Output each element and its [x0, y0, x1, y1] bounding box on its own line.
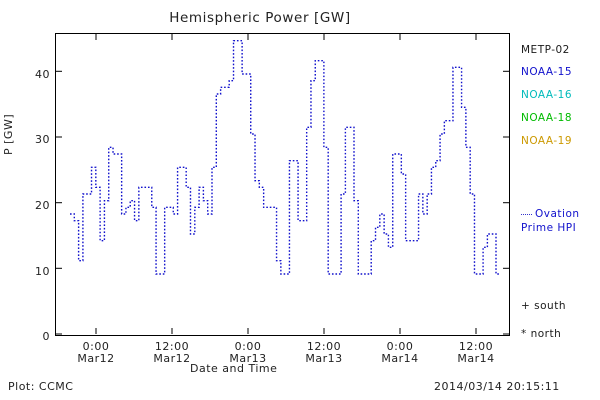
x-tick-2-date: Mar13	[229, 352, 267, 365]
legend-label-noaa19: NOAA-19	[521, 135, 573, 147]
x-tick-3-time: 12:00	[306, 340, 342, 353]
plot-credit: Plot: CCMC	[8, 380, 74, 393]
x-axis-label: Date and Time	[190, 362, 278, 375]
legend-item-ovation[interactable]: Ovation	[521, 208, 580, 220]
y-tick-0: 0	[42, 330, 50, 343]
legend-label-prime-hpi: Prime HPI	[521, 222, 577, 234]
x-tick-0: 0:00 Mar12	[66, 341, 126, 365]
x-tick-4-date: Mar14	[381, 352, 419, 365]
legend-item-noaa15[interactable]: NOAA-15	[521, 66, 572, 78]
x-tick-5-date: Mar14	[457, 352, 495, 365]
plot-timestamp: 2014/03/14 20:15:11	[434, 380, 560, 393]
x-tick-1-time: 12:00	[154, 340, 190, 353]
x-tick-3-date: Mar13	[305, 352, 343, 365]
y-tick-20: 20	[35, 199, 50, 212]
data-plot-svg	[56, 34, 509, 335]
y-tick-30: 30	[35, 133, 50, 146]
legend-label-south: south	[534, 300, 566, 312]
y-tick-10: 10	[35, 265, 50, 278]
x-tick-0-time: 0:00	[82, 340, 110, 353]
x-tick-3: 12:00 Mar13	[294, 341, 354, 365]
x-tick-1: 12:00 Mar12	[142, 341, 202, 365]
ovation-line-swatch-icon	[521, 213, 532, 215]
y-axis-label: P [GW]	[2, 113, 15, 155]
legend-item-noaa19[interactable]: NOAA-19	[521, 135, 572, 147]
legend-label-noaa18: NOAA-18	[521, 112, 573, 124]
series-line-ovation-prime-hpi	[70, 39, 501, 275]
legend-label-north: north	[530, 328, 562, 340]
x-tick-0-date: Mar12	[77, 352, 115, 365]
chart-title: Hemispheric Power [GW]	[169, 10, 351, 26]
legend-item-noaa16[interactable]: NOAA-16	[521, 89, 572, 101]
legend-item-metp02[interactable]: METP-02	[521, 44, 570, 56]
x-tick-4-time: 0:00	[386, 340, 414, 353]
legend-item-noaa18[interactable]: NOAA-18	[521, 112, 572, 124]
legend-label-noaa15: NOAA-15	[521, 66, 573, 78]
legend-item-south: + south	[521, 300, 566, 312]
x-tick-2-time: 0:00	[234, 340, 262, 353]
x-tick-5: 12:00 Mar14	[446, 341, 506, 365]
legend-item-north: * north	[521, 328, 561, 340]
legend-item-ovation-line2: Prime HPI	[521, 222, 576, 234]
legend-label-ovation: Ovation	[535, 208, 580, 220]
asterisk-marker-icon: *	[521, 328, 527, 340]
plus-marker-icon: +	[521, 300, 531, 312]
x-tick-1-date: Mar12	[153, 352, 191, 365]
y-tick-marks	[56, 70, 509, 335]
legend-label-noaa16: NOAA-16	[521, 89, 573, 101]
x-tick-5-time: 12:00	[458, 340, 494, 353]
y-tick-40: 40	[35, 68, 50, 81]
plot-area	[55, 33, 510, 336]
legend-label-metp02: METP-02	[521, 44, 570, 56]
x-tick-4: 0:00 Mar14	[370, 341, 430, 365]
x-tick-2: 0:00 Mar13	[218, 341, 278, 365]
x-tick-marks	[95, 34, 477, 334]
